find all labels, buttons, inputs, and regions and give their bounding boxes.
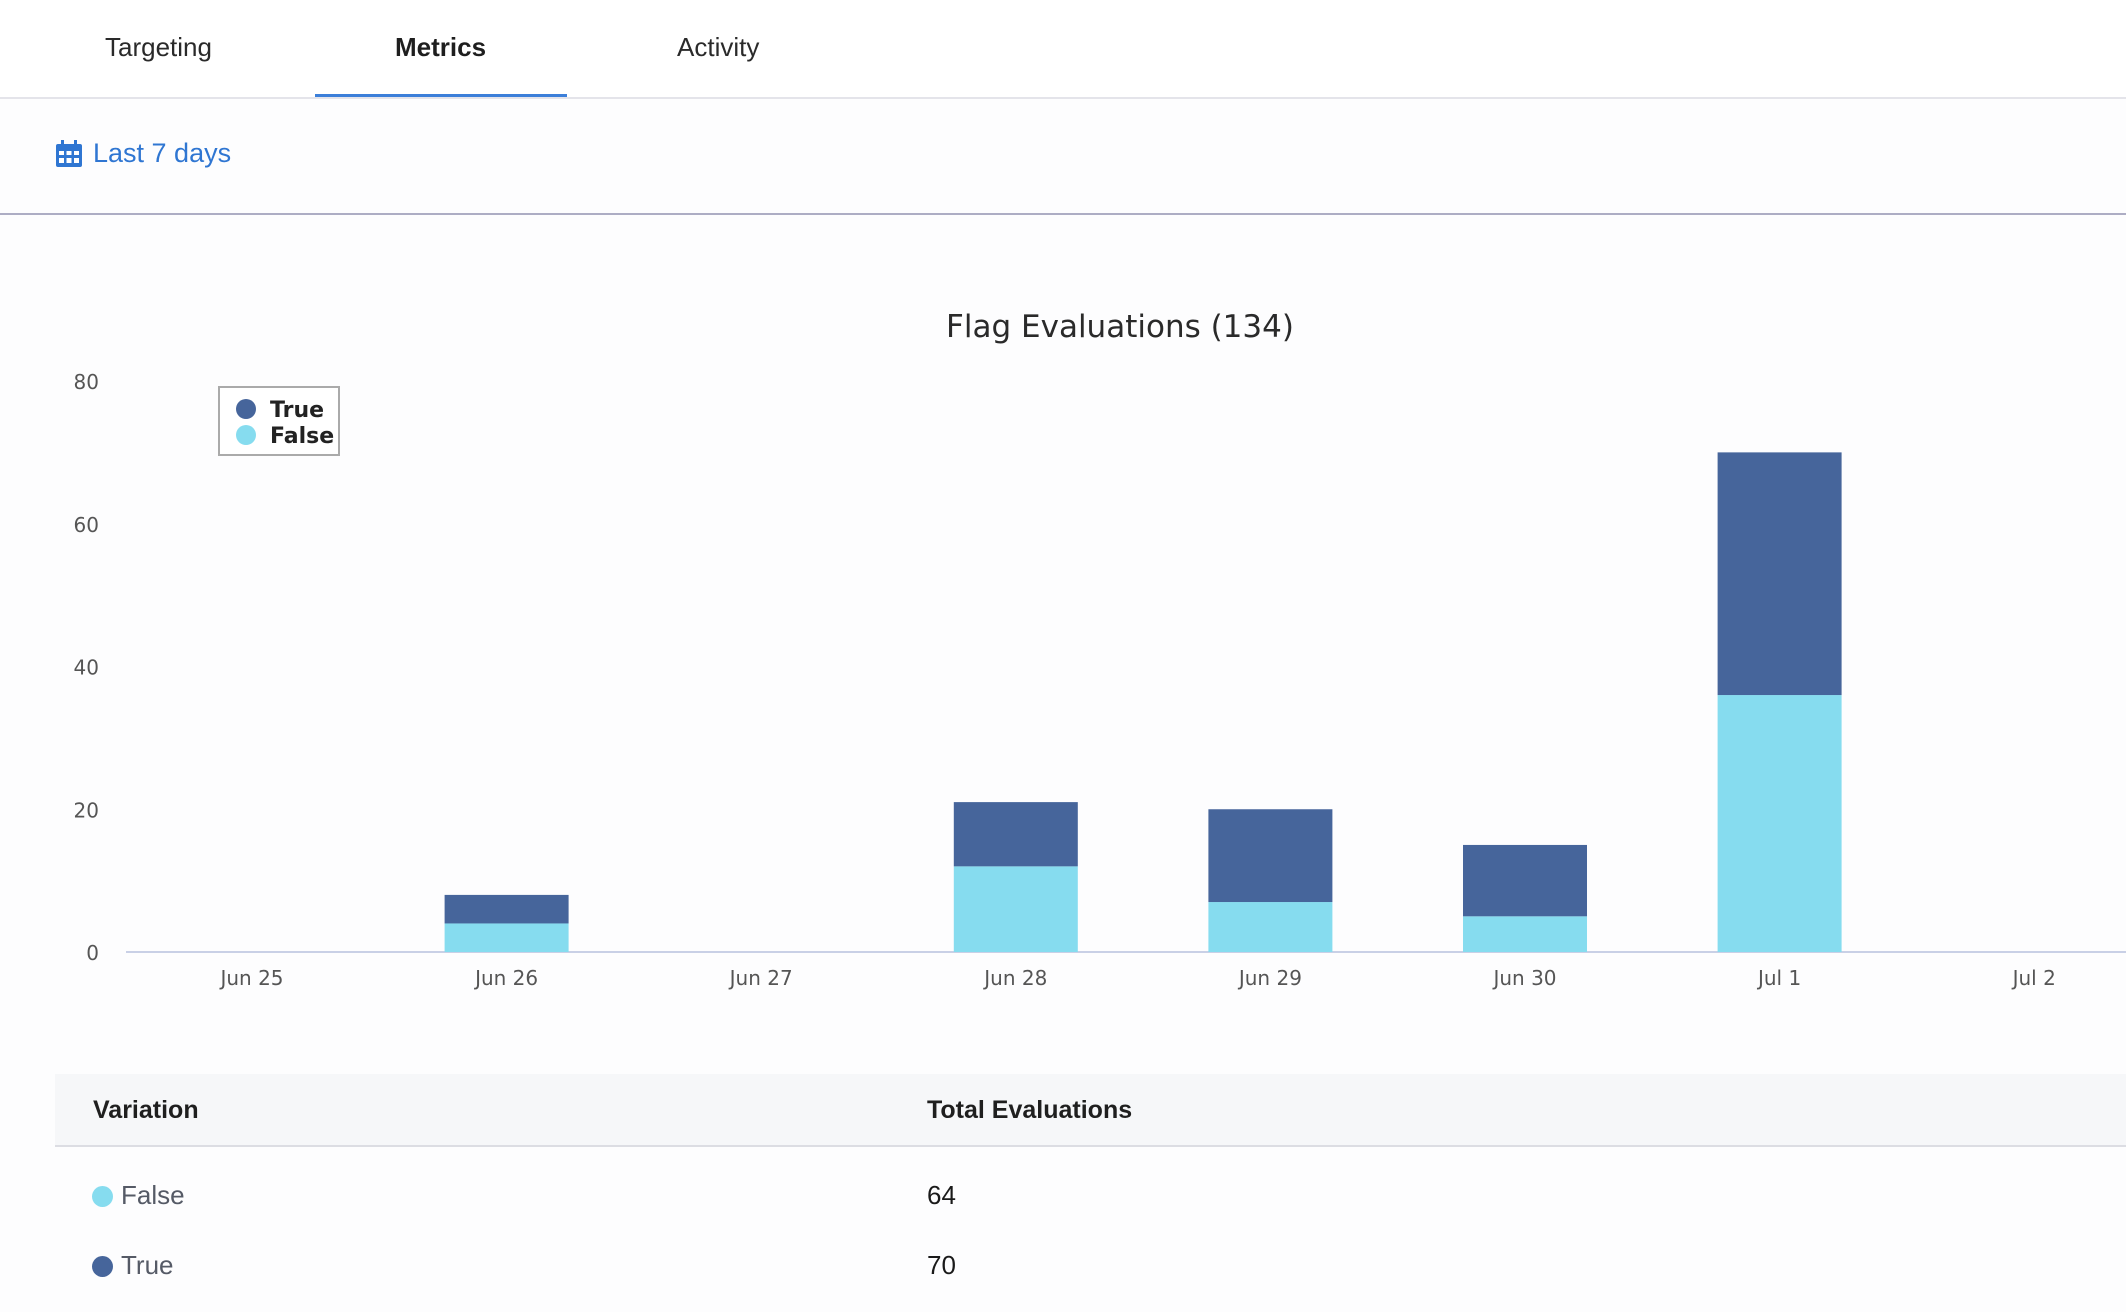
variation-name: True (121, 1250, 174, 1280)
tab-targeting[interactable]: Targeting (105, 32, 212, 62)
true-color-dot (92, 1256, 113, 1277)
legend-box (218, 386, 340, 456)
x-tick-label: Jun 28 (982, 966, 1047, 990)
total-evaluations: 64 (927, 1180, 956, 1210)
table-row: True 70 (55, 1236, 2126, 1296)
active-tab-indicator (315, 94, 567, 97)
variation-name: False (121, 1180, 185, 1210)
x-tick-label: Jun 29 (1237, 966, 1302, 990)
tab-bar: Targeting Metrics Activity (0, 0, 2126, 99)
column-header-total: Total Evaluations (927, 1096, 1133, 1124)
divider (0, 213, 2126, 215)
bar-true-jun-26 (444, 894, 569, 924)
date-range-label: Last 7 days (93, 138, 232, 168)
chart-title: Flag Evaluations (134) (946, 309, 1294, 345)
x-tick-label: Jun 25 (218, 966, 283, 990)
bar-true-jun-29 (1208, 809, 1333, 903)
table-header: Variation Total Evaluations (55, 1074, 2126, 1147)
bar-false-jun-29 (1208, 902, 1333, 952)
legend-true-label: True (270, 398, 324, 423)
x-tick-label: Jul 2 (2011, 966, 2056, 990)
bar-true-jun-30 (1463, 844, 1587, 917)
y-tick-label: 60 (74, 513, 99, 537)
table-row: False 64 (55, 1166, 2126, 1226)
false-color-dot (92, 1186, 113, 1207)
flag-evaluations-chart: Flag Evaluations (134) 0 20 40 60 80 Jun 25 Jun… (74, 309, 2126, 990)
x-tick-label: Jun 27 (728, 966, 793, 990)
y-tick-label: 80 (74, 370, 99, 394)
y-tick-label: 40 (74, 656, 99, 680)
bar-false-jun-30 (1463, 916, 1587, 952)
bar-true-jul-1 (1717, 452, 1842, 696)
bar-false-jul-1 (1717, 695, 1842, 952)
bar-false-jun-26 (444, 923, 569, 952)
x-tick-label: Jun 26 (473, 966, 538, 990)
total-evaluations: 70 (927, 1250, 956, 1280)
x-tick-label: Jun 30 (1491, 966, 1556, 990)
tab-metrics[interactable]: Metrics (395, 32, 487, 62)
tab-activity[interactable]: Activity (677, 32, 760, 62)
y-tick-label: 20 (74, 798, 99, 822)
column-header-variation: Variation (93, 1096, 199, 1124)
bar-true-jun-28 (953, 802, 1078, 867)
date-range-button[interactable]: Last 7 days (55, 138, 231, 169)
x-tick-label: Jul 1 (1756, 966, 1801, 990)
calendar-icon (56, 139, 82, 167)
y-tick-label: 0 (86, 941, 99, 965)
legend-false-label: False (270, 424, 334, 449)
legend-true-swatch (236, 399, 256, 419)
bar-false-jun-28 (953, 866, 1078, 952)
legend-false-swatch (236, 425, 256, 445)
